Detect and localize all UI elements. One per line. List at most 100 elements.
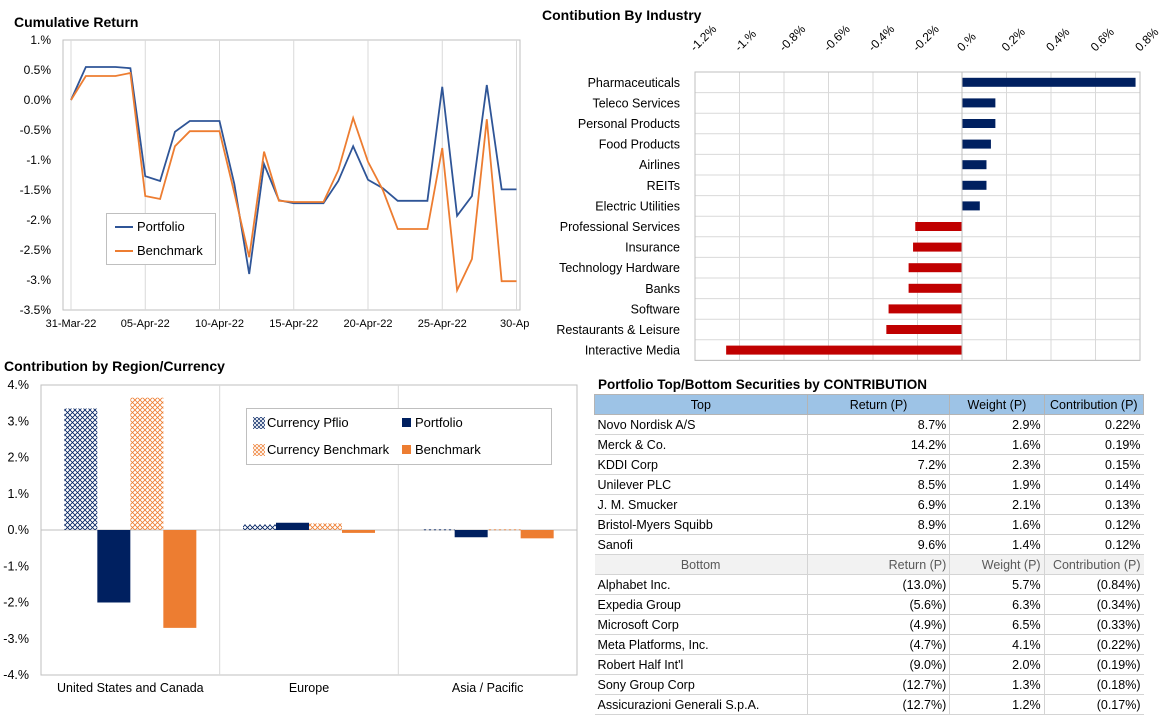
cumulative-legend: Portfolio Benchmark xyxy=(106,213,216,265)
region-bar xyxy=(64,408,98,530)
category-label: REITs xyxy=(647,179,680,193)
table-row-cell: (9.0%) xyxy=(807,654,951,675)
category-label: Interactive Media xyxy=(585,344,680,358)
portfolio-bar-swatch xyxy=(402,418,411,427)
industry-bar xyxy=(913,242,962,252)
y-tick-label: -1.5% xyxy=(20,183,52,197)
table-row-cell: 9.6% xyxy=(807,534,951,555)
table-row: Unilever PLC 8.5% 1.9% 0.14% xyxy=(594,474,1144,495)
table-row-cell: Assicurazioni Generali S.p.A. xyxy=(594,694,808,715)
table-row-cell: 2.1% xyxy=(949,494,1045,515)
table-row-cell: 1.4% xyxy=(949,534,1045,555)
category-label: Personal Products xyxy=(578,117,680,131)
category-label: Food Products xyxy=(599,138,680,152)
y-tick-label: -2.% xyxy=(3,596,29,610)
table-row-cell: 0.19% xyxy=(1044,434,1144,455)
y-tick-label: -1.% xyxy=(3,559,29,573)
bottom-header-row: Bottom Return (P) Weight (P) Contribution (… xyxy=(594,554,1144,575)
x-tick-label: -0.4% xyxy=(865,22,897,54)
top-header-row-cell: Weight (P) xyxy=(949,394,1045,415)
plot-area-border xyxy=(62,39,521,311)
table-row-cell: 2.0% xyxy=(949,654,1045,675)
y-tick-label: -0.5% xyxy=(20,123,52,137)
securities-table-title: Portfolio Top/Bottom Securities by CONTR… xyxy=(598,377,927,392)
region-bar xyxy=(130,397,164,530)
region-contribution-chart: 4.% 3.% 2.% 1.% 0.% -1.% -2.% -3.% -4.% United St… xyxy=(3,378,578,695)
table-row-cell: Merck & Co. xyxy=(594,434,808,455)
table-row-cell: 4.1% xyxy=(949,634,1045,655)
industry-bar xyxy=(908,263,962,273)
y-tick-label: 1.% xyxy=(30,33,51,47)
category-label: Asia / Pacific xyxy=(452,681,524,695)
benchmark-bar-swatch xyxy=(402,445,411,454)
table-row-cell: (0.22%) xyxy=(1044,634,1144,655)
table-row: Sony Group Corp (12.7%) 1.3% (0.18%) xyxy=(594,674,1144,695)
table-row-cell: Sony Group Corp xyxy=(594,674,808,695)
legend-label-benchmark: Benchmark xyxy=(137,243,203,258)
y-tick-label: 4.% xyxy=(7,378,29,392)
benchmark-line-swatch xyxy=(115,249,133,252)
legend-label-portfolio-region: Portfolio xyxy=(415,415,463,430)
category-label: Pharmaceuticals xyxy=(588,76,680,90)
table-row: Bristol-Myers Squibb 8.9% 1.6% 0.12% xyxy=(594,514,1144,535)
top-header-row-cell: Return (P) xyxy=(806,394,951,415)
table-row-cell: KDDI Corp xyxy=(594,454,808,475)
legend-item-benchmark-region: Benchmark xyxy=(402,442,481,457)
region-chart-title: Contribution by Region/Currency xyxy=(4,358,225,374)
y-tick-label: 2.% xyxy=(7,451,29,465)
x-tick-label: 05-Apr-22 xyxy=(121,318,170,330)
table-row-cell: 0.12% xyxy=(1044,514,1144,535)
legend-label-currency-pflio: Currency Pflio xyxy=(267,415,349,430)
table-row-cell: (0.84%) xyxy=(1044,574,1144,595)
industry-bar xyxy=(886,325,962,334)
table-row-cell: (0.18%) xyxy=(1044,674,1144,695)
portfolio-line-swatch xyxy=(115,225,133,228)
table-row-cell: (12.7%) xyxy=(807,674,951,695)
industry-bar xyxy=(962,77,1136,87)
legend-label-currency-benchmark: Currency Benchmark xyxy=(267,442,390,457)
region-bar xyxy=(309,523,342,530)
table-row: Assicurazioni Generali S.p.A. (12.7%) 1.2%… xyxy=(594,694,1144,715)
top-header-row-cell: Contribution (P) xyxy=(1043,394,1145,415)
x-tick-label: -1.% xyxy=(732,27,760,55)
y-tick-label: 0.5% xyxy=(24,63,52,77)
industry-bar xyxy=(915,222,962,231)
table-row-cell: Novo Nordisk A/S xyxy=(594,414,808,435)
y-tick-label: 0.% xyxy=(7,523,29,537)
x-tick-label: 20-Apr-22 xyxy=(344,318,393,330)
category-label: United States and Canada xyxy=(57,681,204,695)
legend-item-benchmark: Benchmark xyxy=(115,243,203,258)
y-tick-label: -3.5% xyxy=(20,303,52,317)
table-row-cell: (0.33%) xyxy=(1044,614,1144,635)
x-tick-label: 0.6% xyxy=(1088,25,1117,54)
table-row-cell: (12.7%) xyxy=(807,694,951,715)
category-label: Software xyxy=(631,302,680,316)
y-tick-label: 3.% xyxy=(7,414,29,428)
industry-bar xyxy=(962,201,980,211)
industry-bar xyxy=(962,180,987,190)
table-row-cell: (0.17%) xyxy=(1044,694,1144,715)
x-tick-label: 25-Apr-22 xyxy=(418,318,467,330)
table-row-cell: 2.9% xyxy=(949,414,1045,435)
x-tick-label: 10-Apr-22 xyxy=(195,318,244,330)
category-label: Restaurants & Leisure xyxy=(556,323,680,337)
table-row-cell: 1.6% xyxy=(949,434,1045,455)
cumulative-return-chart: 1.% 0.5% 0.0% -0.5% -1.% -1.5% -2.% -2.5% -3.% -3… xyxy=(20,33,530,330)
table-row-cell: (4.7%) xyxy=(807,634,951,655)
table-row-cell: 5.7% xyxy=(949,574,1045,595)
x-tick-label: -0.2% xyxy=(910,22,942,54)
x-tick-label: -1.2% xyxy=(687,22,719,54)
legend-item-currency-pflio: Currency Pflio xyxy=(253,415,349,430)
y-tick-label: -2.% xyxy=(26,213,51,227)
x-tick-label: 0.4% xyxy=(1043,25,1072,54)
x-tick-label: 30-Apr xyxy=(500,318,530,330)
legend-label-benchmark-region: Benchmark xyxy=(415,442,481,457)
region-bar xyxy=(421,529,455,531)
table-row-cell: 7.2% xyxy=(807,454,951,475)
cumulative-return-title: Cumulative Return xyxy=(14,14,139,30)
table-row: Microsoft Corp (4.9%) 6.5% (0.33%) xyxy=(594,614,1144,635)
table-row-cell: 8.9% xyxy=(807,514,951,535)
legend-item-portfolio: Portfolio xyxy=(115,219,185,234)
industry-contribution-chart: -1.2% -1.% -0.8% -0.6% -0.4% -0.2% 0.% 0.2% 0.4%… xyxy=(556,22,1162,361)
table-row-cell: 0.15% xyxy=(1044,454,1144,475)
